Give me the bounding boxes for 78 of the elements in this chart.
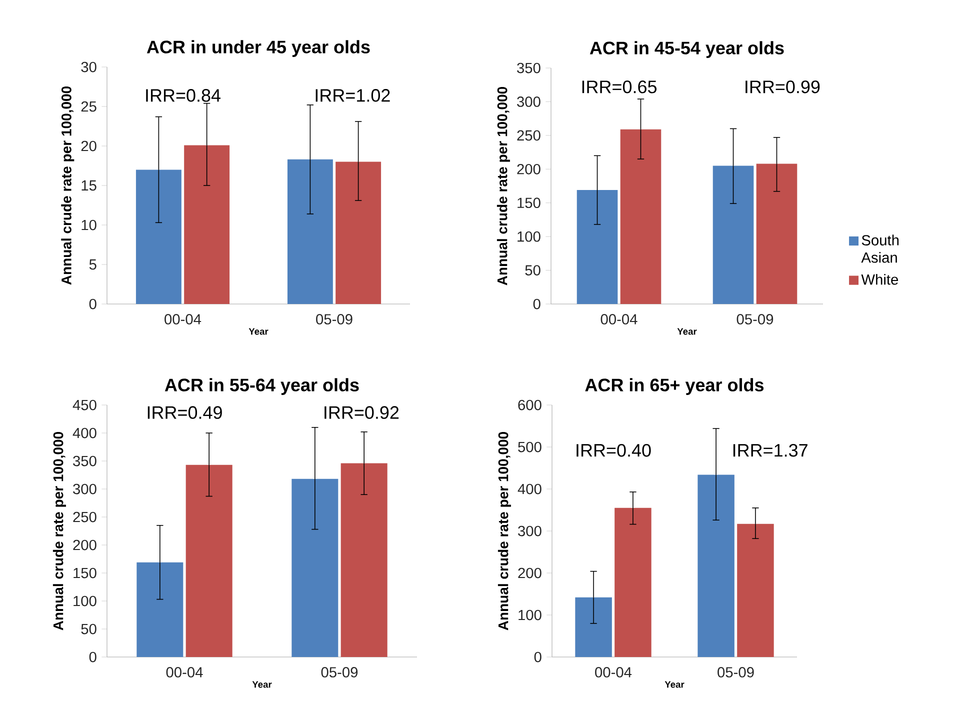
y-tick-label: 350 [73, 456, 96, 466]
annotation: IRR=0.65 [582, 80, 657, 94]
x-axis-title: Year [677, 328, 697, 335]
annotation: IRR=0.49 [148, 406, 222, 419]
y-tick-label: 300 [73, 484, 96, 494]
bar [136, 562, 184, 657]
y-tick-label: 150 [74, 568, 96, 578]
x-tick-label: 05-09 [321, 667, 358, 678]
x-tick-label: 00-04 [595, 667, 632, 678]
y-tick-label: 150 [518, 198, 540, 208]
annotation: IRR=0.40 [576, 444, 651, 457]
y-tick-label: 50 [81, 624, 96, 634]
legend-label: White [861, 274, 898, 285]
y-tick-label: 450 [72, 400, 96, 410]
y-tick-label: 0 [89, 298, 96, 310]
x-axis-title: Year [248, 328, 268, 335]
x-tick-label: 05-09 [316, 314, 352, 324]
annotation: IRR=1.02 [316, 89, 390, 102]
bar [292, 478, 338, 657]
annotation: IRR=1.37 [733, 444, 808, 457]
y-axis-title: Annual crude rate per 100,000 [61, 86, 74, 285]
bar [136, 170, 182, 304]
x-tick-label: 00-04 [166, 667, 203, 678]
y-axis-title: Annual crude rate per 100,000 [496, 86, 510, 286]
chart-title: ACR in under 45 year olds [146, 40, 370, 57]
y-tick-label: 0 [533, 298, 540, 310]
y-tick-label: 10 [82, 220, 96, 230]
y-tick-label: 100 [518, 610, 542, 620]
bar [287, 159, 333, 304]
y-tick-label: 250 [73, 512, 96, 522]
y-tick-label: 250 [517, 130, 540, 141]
y-tick-label: 5 [89, 259, 96, 270]
chart-title: ACR in 65+ year olds [585, 378, 764, 395]
y-axis-title: Annual crude rate per 100,000 [52, 432, 66, 630]
x-tick-label: 05-09 [736, 314, 774, 324]
x-tick-label: 00-04 [164, 314, 202, 324]
y-tick-label: 200 [73, 540, 96, 550]
bar [756, 164, 798, 304]
bar [186, 464, 232, 657]
y-tick-label: 400 [72, 428, 96, 438]
x-axis-title: Year [664, 681, 684, 688]
legend-label: South Asian [861, 234, 899, 263]
bar [614, 508, 652, 657]
bar [712, 166, 754, 304]
bar [184, 145, 230, 304]
bar [698, 474, 734, 657]
y-tick-label: 100 [74, 596, 96, 606]
bar [737, 524, 774, 657]
y-tick-label: 0 [89, 652, 96, 662]
y-tick-label: 200 [518, 568, 542, 578]
annotation: IRR=0.92 [324, 406, 399, 419]
chart-title: ACR in 45-54 year olds [590, 41, 784, 58]
bar [575, 597, 612, 657]
y-tick-label: 200 [517, 164, 540, 174]
annotation: IRR=0.84 [146, 89, 220, 102]
bar [620, 129, 662, 304]
x-tick-label: 05-09 [718, 667, 754, 678]
y-tick-label: 500 [518, 442, 542, 452]
y-tick-label: 400 [518, 484, 542, 494]
y-tick-label: 15 [82, 180, 96, 191]
y-tick-label: 350 [517, 62, 540, 74]
y-tick-label: 50 [525, 265, 540, 276]
y-tick-label: 100 [518, 231, 540, 242]
bar [576, 190, 618, 304]
bar [336, 162, 382, 304]
y-axis-title: Annual crude rate per 100,000 [498, 432, 512, 630]
y-tick-label: 300 [517, 96, 540, 107]
y-tick-label: 30 [81, 62, 96, 72]
y-tick-label: 300 [518, 526, 542, 536]
y-tick-label: 25 [81, 101, 96, 112]
y-tick-label: 600 [518, 400, 542, 410]
x-axis-title: Year [252, 681, 272, 688]
y-tick-label: 0 [534, 652, 542, 662]
y-tick-label: 20 [81, 140, 96, 152]
x-tick-label: 00-04 [600, 314, 638, 324]
bar [340, 463, 388, 657]
chart-title: ACR in 55-64 year olds [164, 378, 359, 395]
annotation: IRR=0.99 [746, 80, 820, 94]
